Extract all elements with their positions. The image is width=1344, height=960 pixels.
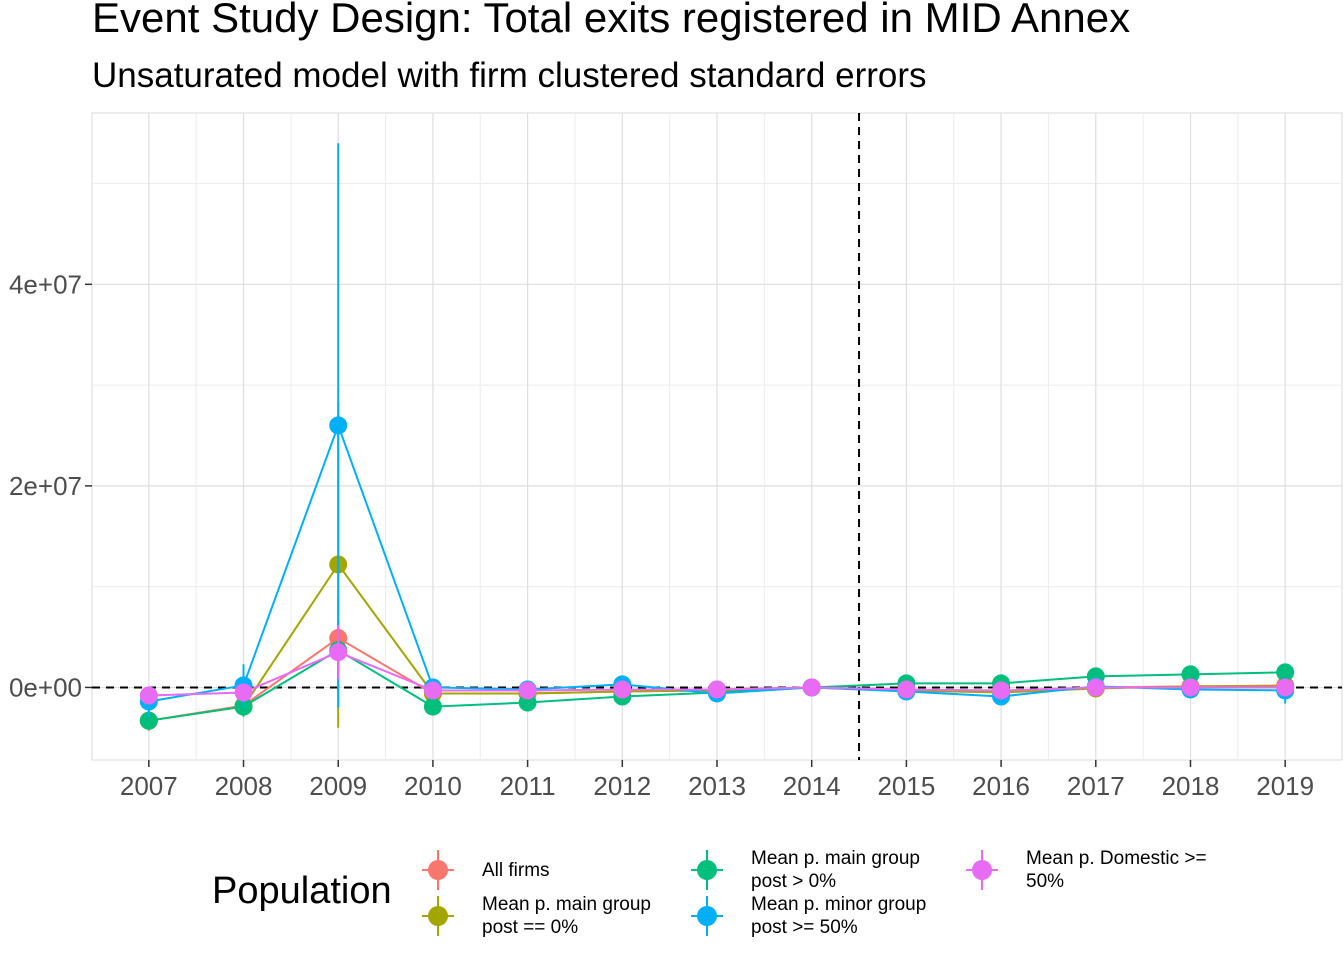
legend-label: Mean p. main group post == 0% <box>482 894 651 938</box>
legend-key-point <box>428 860 448 880</box>
x-tick-label: 2017 <box>1067 771 1125 801</box>
legend-key-point <box>972 860 992 880</box>
legend-label: Mean p. Domestic >= 50% <box>1026 848 1207 892</box>
legend-key <box>691 896 723 936</box>
legend-key-point <box>428 906 448 926</box>
x-tick-label: 2013 <box>688 771 746 801</box>
y-tick-label: 2e+07 <box>9 471 82 501</box>
x-tick-label: 2008 <box>215 771 273 801</box>
legend-key <box>691 850 723 890</box>
chart-subtitle: Unsaturated model with firm clustered st… <box>92 56 927 95</box>
data-point <box>992 681 1011 700</box>
data-point <box>329 416 348 435</box>
x-tick-label: 2011 <box>500 771 556 801</box>
data-point <box>423 681 442 700</box>
data-point <box>1276 678 1295 697</box>
data-point <box>613 680 632 699</box>
legend-item: Mean p. minor group post >= 50% <box>689 892 926 940</box>
x-tick-label: 2018 <box>1162 771 1220 801</box>
data-point <box>802 678 821 697</box>
data-point <box>1276 663 1295 682</box>
data-point <box>1181 678 1200 697</box>
x-tick-label: 2007 <box>120 771 178 801</box>
legend-item: Mean p. main group post > 0% <box>689 846 920 894</box>
legend-key-point <box>697 906 717 926</box>
x-tick-label: 2010 <box>404 771 462 801</box>
data-point <box>423 697 442 716</box>
x-tick-label: 2014 <box>783 771 841 801</box>
x-tick-label: 2012 <box>593 771 651 801</box>
data-point <box>708 680 726 699</box>
data-point <box>1086 678 1105 697</box>
legend-key <box>422 850 454 890</box>
legend-item: Mean p. main group post == 0% <box>420 892 651 940</box>
legend-item: Mean p. Domestic >= 50% <box>964 846 1207 894</box>
y-tick-label: 4e+07 <box>9 269 82 299</box>
legend-label: All firms <box>482 859 550 881</box>
data-point <box>1181 665 1200 684</box>
legend-label: Mean p. minor group post >= 50% <box>751 894 927 938</box>
data-point <box>329 643 348 662</box>
legend-key <box>422 896 454 936</box>
x-tick-label: 2015 <box>877 771 935 801</box>
x-tick-label: 2009 <box>309 771 367 801</box>
y-tick-label: 0e+00 <box>9 672 82 702</box>
data-point <box>139 711 158 730</box>
legend-key-point <box>697 860 717 880</box>
legend-key <box>966 850 998 890</box>
data-point <box>518 681 537 700</box>
series-group <box>139 624 1295 705</box>
x-tick-label: 2016 <box>972 771 1030 801</box>
data-point <box>139 686 158 705</box>
data-point <box>897 680 916 699</box>
legend-item: All firms <box>420 846 550 894</box>
legend-title: Population <box>212 870 392 912</box>
data-point <box>234 683 253 702</box>
chart-title: Event Study Design: Total exits register… <box>92 0 1131 41</box>
x-tick-label: 2019 <box>1256 771 1314 801</box>
legend-label: Mean p. main group post > 0% <box>751 848 920 892</box>
